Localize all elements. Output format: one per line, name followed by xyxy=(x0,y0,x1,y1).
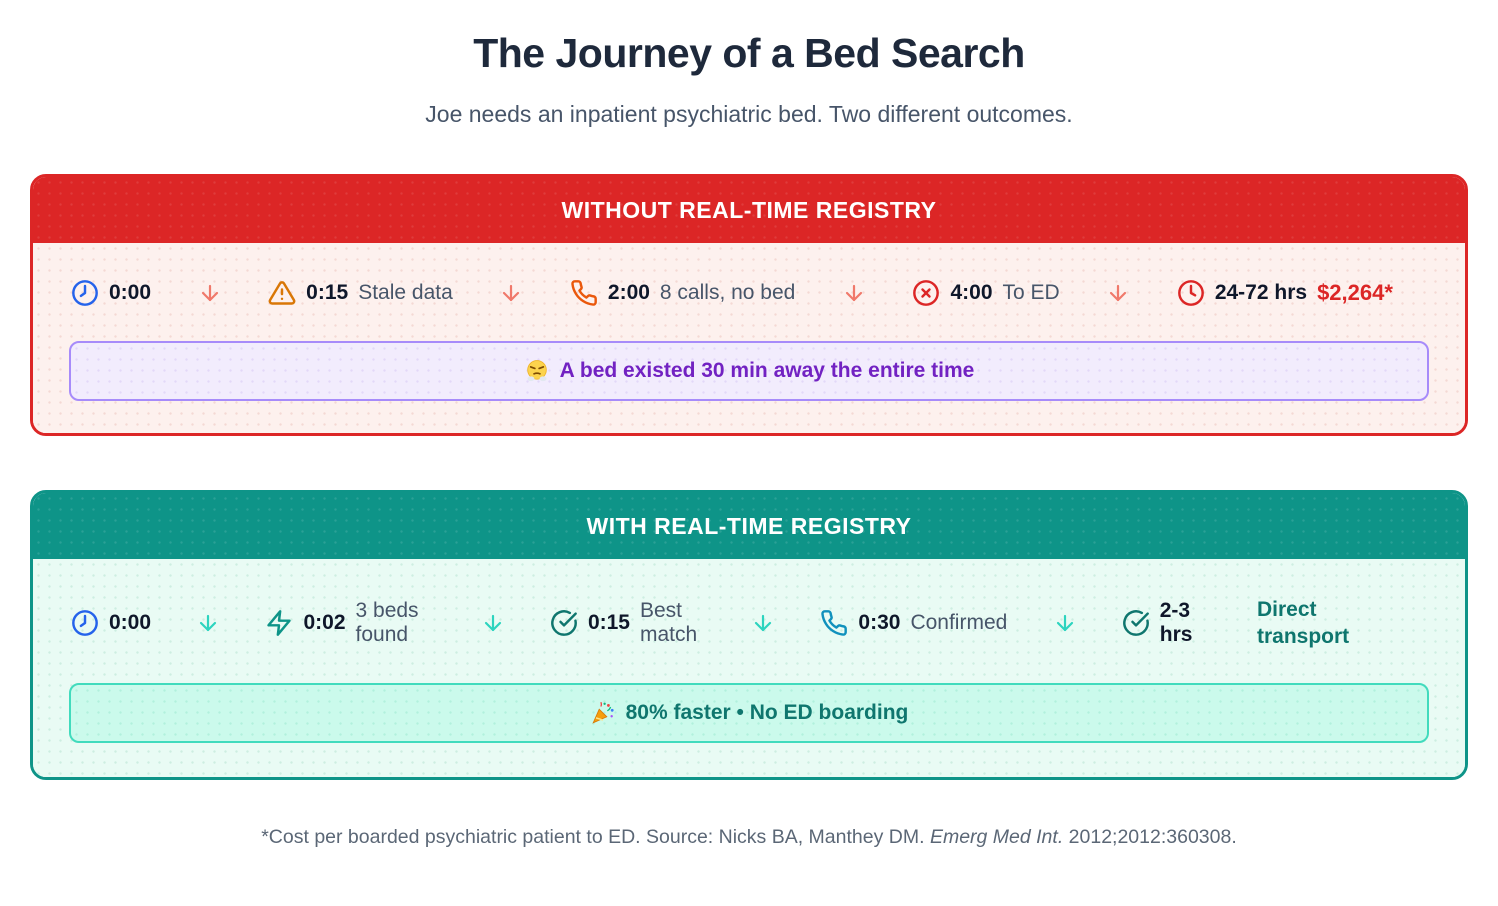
step-label: Stale data xyxy=(358,281,453,304)
arrow-down-icon xyxy=(198,281,222,305)
step-time: 0:15 xyxy=(587,611,630,634)
callout-faster: 80% faster • No ED boarding xyxy=(69,683,1429,743)
check-circle-icon xyxy=(1122,609,1150,637)
party-popper-emoji xyxy=(590,700,616,726)
panel-with-header: WITH REAL-TIME REGISTRY xyxy=(33,493,1465,559)
step-time: 0:00 xyxy=(109,611,152,634)
arrow-down-icon xyxy=(842,281,866,305)
infographic: The Journey of a Bed Search Joe needs an… xyxy=(0,30,1498,849)
step-best-match: 0:15 Best match xyxy=(550,599,706,647)
arrow-down-icon xyxy=(499,281,523,305)
cost-value: $2,264* xyxy=(1317,280,1393,305)
step-stale-data: 0:15 Stale data xyxy=(268,279,453,307)
footnote-suffix: 2012;2012:360308. xyxy=(1063,826,1237,848)
page-subtitle: Joe needs an inpatient psychiatric bed. … xyxy=(425,101,1073,127)
step-time: 24-72 hrs xyxy=(1214,281,1308,304)
step-boarding-cost: 24-72 hrs $2,264* xyxy=(1177,279,1393,307)
step-time: 0:02 xyxy=(303,611,346,634)
zap-icon xyxy=(265,609,293,637)
footnote-prefix: *Cost per boarded psychiatric patient to… xyxy=(261,826,930,848)
step-label: To ED xyxy=(1002,281,1060,304)
step-label: 8 calls, no bed xyxy=(659,281,796,304)
phone-icon xyxy=(570,279,598,307)
callout-bed-existed: A bed existed 30 min away the entire tim… xyxy=(69,341,1429,401)
step-time: 0:00 xyxy=(109,281,152,304)
face-with-steam-emoji xyxy=(524,358,550,384)
callout-text: 80% faster • No ED boarding xyxy=(625,701,909,724)
clock-icon xyxy=(71,279,99,307)
callout-text: A bed existed 30 min away the entire tim… xyxy=(559,359,975,382)
step-beds-found: 0:02 3 beds found xyxy=(265,599,435,647)
panel-with-body: 0:00 0:02 3 beds found xyxy=(33,559,1465,777)
step-label: Confirmed xyxy=(910,611,1008,634)
page-title: The Journey of a Bed Search xyxy=(473,30,1025,76)
arrow-down-icon xyxy=(196,611,220,635)
step-time: 2:00 xyxy=(607,281,650,304)
step-start: 0:00 xyxy=(71,609,151,637)
direct-transport-label: Direct transport xyxy=(1256,597,1350,648)
panel-without-body: 0:00 0:15 Stale data xyxy=(33,243,1465,433)
step-label: Best match xyxy=(639,598,698,646)
alert-triangle-icon xyxy=(268,279,296,307)
clock-icon xyxy=(1177,279,1205,307)
timeline-without: 0:00 0:15 Stale data xyxy=(33,269,1465,317)
step-confirmed: 0:30 Confirmed xyxy=(820,609,1007,637)
step-to-ed: 4:00 To ED xyxy=(912,279,1060,307)
footnote-source-italic: Emerg Med Int. xyxy=(929,826,1064,848)
panel-without-registry: WITHOUT REAL-TIME REGISTRY 0:00 0:15 xyxy=(30,174,1468,436)
arrow-down-icon xyxy=(1053,611,1077,635)
arrow-down-icon xyxy=(751,611,775,635)
x-circle-icon xyxy=(912,279,940,307)
footnote: *Cost per boarded psychiatric patient to… xyxy=(0,826,1498,849)
step-label: 3 beds found xyxy=(355,598,419,646)
arrow-down-icon xyxy=(1106,281,1130,305)
panel-with-registry: WITH REAL-TIME REGISTRY 0:00 0:02 xyxy=(30,490,1468,780)
arrow-down-icon xyxy=(481,611,505,635)
panel-without-header: WITHOUT REAL-TIME REGISTRY xyxy=(33,177,1465,243)
step-time: 0:15 xyxy=(306,281,349,304)
step-calls: 2:00 8 calls, no bed xyxy=(570,279,795,307)
phone-icon xyxy=(820,609,848,637)
step-time: 2-3 hrs xyxy=(1159,598,1193,646)
timeline-with: 0:00 0:02 3 beds found xyxy=(33,587,1465,659)
check-circle-icon xyxy=(550,609,578,637)
step-time: 4:00 xyxy=(950,281,993,304)
step-arrival: 2-3 hrs xyxy=(1122,599,1212,647)
step-start: 0:00 xyxy=(71,279,151,307)
step-time: 0:30 xyxy=(858,611,901,634)
clock-icon xyxy=(71,609,99,637)
